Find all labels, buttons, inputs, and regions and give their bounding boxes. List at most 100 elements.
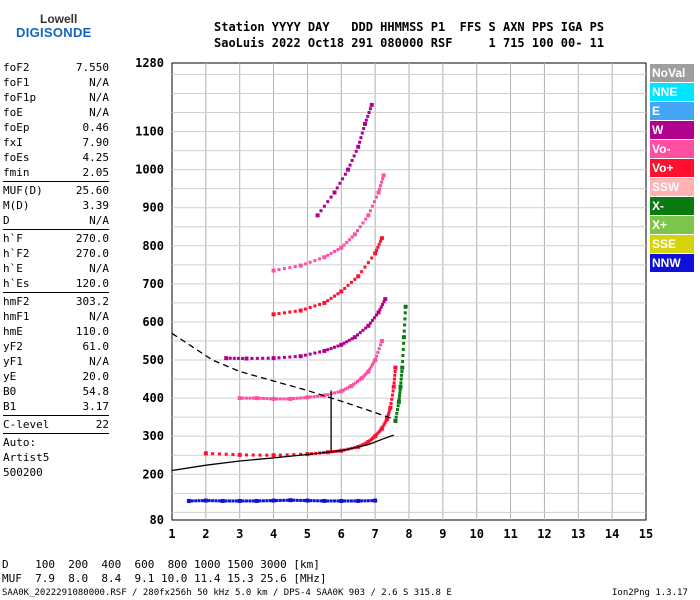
data-point xyxy=(336,248,340,252)
data-point xyxy=(288,396,293,401)
data-point xyxy=(237,396,242,401)
data-point xyxy=(393,369,397,373)
y-tick-label: 1000 xyxy=(135,163,164,177)
data-point xyxy=(271,498,276,503)
data-point xyxy=(333,499,337,503)
footer-version: Ion2Png 1.3.17 xyxy=(612,588,688,598)
data-point xyxy=(377,430,381,434)
data-point xyxy=(302,499,306,503)
data-point xyxy=(305,395,310,400)
data-point xyxy=(387,410,391,414)
data-point xyxy=(341,177,345,181)
data-point xyxy=(329,296,333,300)
data-point xyxy=(400,373,404,377)
data-point xyxy=(231,499,235,503)
data-point xyxy=(374,354,378,358)
data-point xyxy=(341,388,345,392)
param-row: C-level 22 xyxy=(3,417,109,432)
param-label: fmin xyxy=(3,166,30,179)
data-point xyxy=(248,499,252,503)
data-point xyxy=(395,408,399,412)
params-group-muf: MUF(D) 25.60 M(D) 3.39 D N/A xyxy=(3,183,109,228)
data-point xyxy=(377,242,381,246)
data-point xyxy=(295,396,299,400)
divider xyxy=(3,415,109,416)
data-point xyxy=(240,356,244,360)
data-point xyxy=(392,381,396,385)
data-point xyxy=(326,299,330,303)
data-point xyxy=(370,256,374,260)
data-point xyxy=(377,347,381,351)
data-point xyxy=(282,355,286,359)
data-point xyxy=(261,396,265,400)
data-point xyxy=(251,499,255,503)
data-point xyxy=(217,452,221,456)
footer-muf-row: MUF 7.9 8.0 8.4 9.1 10.0 11.4 15.3 25.6 … xyxy=(2,572,327,585)
data-point xyxy=(374,195,378,199)
data-point xyxy=(403,317,407,321)
data-point xyxy=(393,418,398,423)
data-point xyxy=(211,452,215,456)
data-point xyxy=(217,499,221,503)
data-point xyxy=(322,204,326,208)
data-point xyxy=(364,441,368,445)
data-point xyxy=(358,225,362,229)
data-point xyxy=(329,195,333,199)
legend-item: Vo+ xyxy=(650,159,694,177)
data-point xyxy=(358,140,362,144)
data-point xyxy=(339,498,344,503)
data-point xyxy=(315,213,320,218)
data-point xyxy=(399,377,403,381)
data-point xyxy=(366,369,371,374)
legend-item: W xyxy=(650,121,694,139)
data-point xyxy=(363,499,367,503)
data-point xyxy=(381,425,385,429)
params-group-profile: hmF2 303.2 hmF1 N/A hmE 110.0 yF2 61.0 yF1 N/A yE 2… xyxy=(3,294,109,414)
footer-file-info: SAA0K_2022291080000.RSF / 280fx256h 50 k… xyxy=(2,588,452,598)
param-row: yF2 61.0 xyxy=(3,339,109,354)
data-point xyxy=(376,245,380,249)
param-row: hmF1 N/A xyxy=(3,309,109,324)
param-value: 54.8 xyxy=(82,385,110,398)
param-value: 2.05 xyxy=(82,166,110,179)
divider xyxy=(3,181,109,182)
param-label: foEs xyxy=(3,151,30,164)
data-point xyxy=(326,348,330,352)
data-point xyxy=(366,114,370,118)
data-point xyxy=(360,131,364,135)
autoscaler-version: 500200 xyxy=(3,466,43,479)
data-point xyxy=(345,240,349,244)
y-tick-label: 800 xyxy=(142,239,164,253)
param-label: C-level xyxy=(3,418,50,431)
param-label: MUF(D) xyxy=(3,184,43,197)
param-value: N/A xyxy=(89,355,109,368)
data-point xyxy=(400,365,405,370)
data-point xyxy=(255,356,259,360)
data-point xyxy=(367,111,371,115)
data-point xyxy=(336,292,340,296)
data-point xyxy=(376,190,381,195)
data-point xyxy=(298,263,303,268)
data-point xyxy=(358,378,362,382)
data-point xyxy=(265,453,269,457)
data-point xyxy=(278,397,282,401)
data-point xyxy=(275,397,279,401)
data-point xyxy=(352,232,357,237)
data-point xyxy=(237,452,242,457)
data-point xyxy=(254,498,259,503)
data-point xyxy=(398,394,402,398)
x-tick-label: 4 xyxy=(270,527,277,541)
data-point xyxy=(350,235,354,239)
data-point xyxy=(244,499,248,503)
data-point xyxy=(254,396,259,401)
data-point xyxy=(370,318,374,322)
x-tick-label: 13 xyxy=(571,527,585,541)
data-point xyxy=(329,346,333,350)
data-point xyxy=(379,343,383,347)
autoscaler-name: Artist5 xyxy=(3,451,50,464)
x-tick-label: 8 xyxy=(405,527,412,541)
data-point xyxy=(349,499,353,503)
data-point xyxy=(298,308,303,313)
x-tick-label: 10 xyxy=(469,527,483,541)
data-point xyxy=(251,396,255,400)
